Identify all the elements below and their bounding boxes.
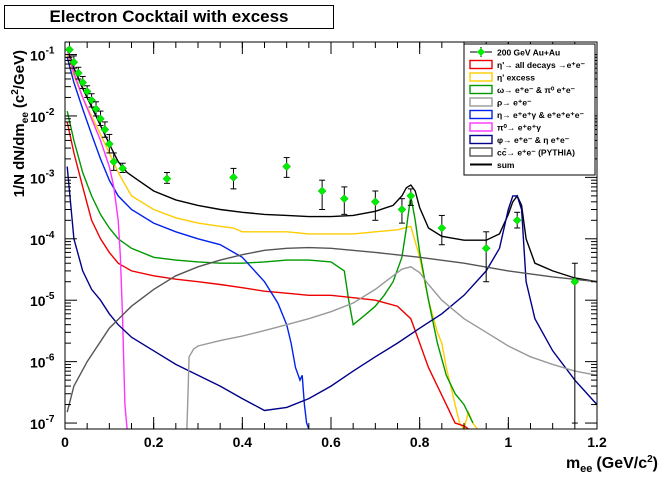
data-point-9 xyxy=(104,133,114,154)
data-point-2 xyxy=(73,66,83,80)
y-axis-label: 1/N dN/dmee (c2/GeV) xyxy=(10,50,31,197)
y-tick-label: 10-2 xyxy=(30,107,55,125)
data-point-23 xyxy=(570,262,580,424)
data-point-0 xyxy=(65,41,74,58)
legend-label: ω→ e⁺e⁻ & π⁰ e⁺e⁻ xyxy=(497,85,576,95)
legend-entry-4: ρ→ e⁺e⁻ xyxy=(469,97,532,108)
x-axis-label-sub: ee xyxy=(580,463,592,475)
legend-entry-7: φ→ e⁺e⁻ & η e⁺e⁻ xyxy=(469,134,570,145)
y-axis-unit-sup: 2 xyxy=(10,89,21,95)
series-line-3 xyxy=(66,121,469,430)
x-tick-label: 0.4 xyxy=(233,434,253,450)
data-point-19 xyxy=(406,188,416,206)
x-axis-label-main: m xyxy=(566,455,580,472)
legend-label: 200 GeV Au+Au xyxy=(497,48,560,58)
legend-label: η' excess xyxy=(497,73,535,83)
y-tick-label: 10-6 xyxy=(30,353,55,371)
series-line-4 xyxy=(66,57,310,430)
y-axis-unit-end: /GeV) xyxy=(11,50,28,89)
legend-label: φ→ e⁺e⁻ & η e⁺e⁻ xyxy=(497,135,570,145)
x-tick-label: 0.8 xyxy=(410,434,430,450)
data-point-6 xyxy=(91,101,101,117)
y-axis-label-main: 1/N dN/dm xyxy=(11,123,28,197)
data-point-4 xyxy=(82,85,92,98)
data-point-1 xyxy=(69,55,79,69)
legend-entry-2: η' excess xyxy=(469,72,535,83)
legend-label: η→ e⁺e⁺γ & e⁺e⁺e⁺e⁻ xyxy=(497,110,584,120)
x-axis-unit-sup: 2 xyxy=(647,454,653,465)
data-point-17 xyxy=(370,190,380,221)
data-point-12 xyxy=(162,172,172,184)
data-point-14 xyxy=(282,157,292,178)
legend-entry-5: η→ e⁺e⁺γ & e⁺e⁺e⁺e⁻ xyxy=(469,109,584,120)
legend: 200 GeV Au+Au η'→ all decays →e⁺e⁻ η' exce… xyxy=(463,43,596,176)
data-point-10 xyxy=(109,152,119,171)
data-point-15 xyxy=(317,179,327,210)
y-axis-unit: (c xyxy=(11,95,28,108)
data-point-3 xyxy=(78,75,88,89)
x-tick-label: 0.6 xyxy=(321,434,341,450)
data-point-16 xyxy=(339,186,349,215)
data-point-22 xyxy=(512,211,522,229)
x-tick-label: 1 xyxy=(504,434,512,450)
y-tick-label: 10-4 xyxy=(30,230,55,248)
data-points xyxy=(65,41,580,424)
legend-entry-6: π⁰→ e⁺e⁺γ xyxy=(469,122,541,133)
y-tick-label: 10-5 xyxy=(30,291,55,309)
y-tick-label: 10-3 xyxy=(30,168,55,186)
data-point-18 xyxy=(397,198,407,224)
data-point-21 xyxy=(481,231,491,283)
y-tick-label: 10-7 xyxy=(30,414,55,432)
series-line-8 xyxy=(66,246,598,413)
series-line-5 xyxy=(66,49,128,430)
series-line-1 xyxy=(66,54,478,431)
legend-label: ρ→ e⁺e⁻ xyxy=(497,98,532,108)
legend-entry-0: 200 GeV Au+Au xyxy=(470,47,560,58)
legend-entry-3: ω→ e⁺e⁻ & π⁰ e⁺e⁻ xyxy=(469,84,576,95)
chart-title: Electron Cocktail with excess xyxy=(4,5,334,29)
x-tick-label: 1.2 xyxy=(587,434,607,450)
legend-entry-9: sum xyxy=(470,160,515,170)
x-axis-unit: (GeV/c xyxy=(596,455,647,472)
data-point-11 xyxy=(118,162,127,174)
axis-ticks: 0 0.2 0.4 0.6 0.8 1 1.2 10-7 10-6 10-5 10-4 10-3 10-… xyxy=(30,42,607,450)
x-axis-label: mee (GeV/c2) xyxy=(566,454,658,475)
data-point-8 xyxy=(100,121,110,138)
x-tick-label: 0 xyxy=(61,434,69,450)
data-point-20 xyxy=(437,214,447,246)
data-point-5 xyxy=(87,93,96,108)
legend-label: cc̄→ e⁺e⁻ (PYTHIA) xyxy=(497,148,575,158)
series-line-6 xyxy=(66,166,598,412)
y-axis-label-sub: ee xyxy=(20,112,31,124)
legend-label: sum xyxy=(497,160,515,170)
x-axis-unit-end: ) xyxy=(653,455,658,472)
data-point-7 xyxy=(96,110,105,126)
series-line-2 xyxy=(66,110,474,424)
x-tick-label: 0.2 xyxy=(144,434,164,450)
legend-label: η'→ all decays →e⁺e⁻ xyxy=(497,60,586,70)
y-tick-label: 10-1 xyxy=(30,46,55,64)
data-point-13 xyxy=(229,167,238,190)
series-line-7 xyxy=(186,266,598,430)
legend-entry-1: η'→ all decays →e⁺e⁻ xyxy=(469,59,586,70)
legend-label: π⁰→ e⁺e⁺γ xyxy=(497,123,541,133)
legend-entry-8: cc̄→ e⁺e⁻ (PYTHIA) xyxy=(469,147,575,158)
